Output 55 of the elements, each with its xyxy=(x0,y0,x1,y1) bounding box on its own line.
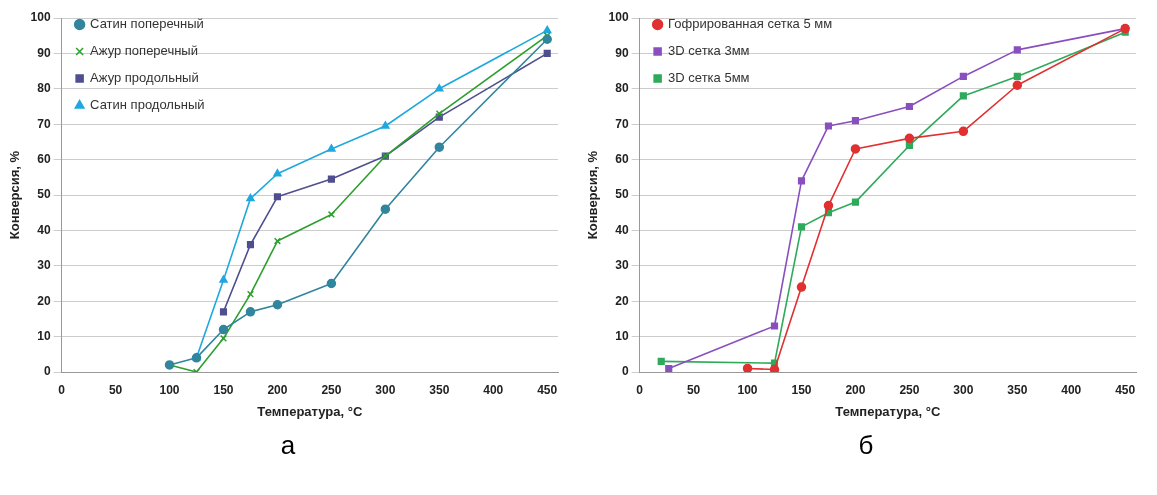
x-tick-label: 450 xyxy=(537,382,558,397)
x-tick-label: 150 xyxy=(213,382,234,397)
legend-label: 3D сетка 3мм xyxy=(668,43,750,59)
text: б xyxy=(857,430,875,461)
y-tick-label: 10 xyxy=(615,328,629,343)
x-tick-label: 250 xyxy=(321,382,342,397)
y-tick-label: 50 xyxy=(37,187,51,202)
y-tick-label: 90 xyxy=(37,45,51,60)
y-tick-label: 60 xyxy=(615,151,629,166)
y-tick-label: 100 xyxy=(608,10,629,25)
y-tick-label: 20 xyxy=(37,293,51,308)
x-axis-title: Температура, °C xyxy=(835,403,941,419)
x-tick-label: 0 xyxy=(58,382,66,397)
x-tick-label: 50 xyxy=(108,382,123,397)
x-tick-label: 450 xyxy=(1115,382,1136,397)
y-tick-label: 100 xyxy=(30,10,51,25)
y-axis-title: Конверсия, % xyxy=(585,150,601,240)
y-tick-label: 0 xyxy=(43,364,51,379)
y-tick-label: 40 xyxy=(37,222,51,237)
legend-label: Сатин продольный xyxy=(90,97,205,113)
x-tick-label: 0 xyxy=(636,382,644,397)
y-tick-label: 80 xyxy=(37,81,51,96)
legend-label: Сатин поперечный xyxy=(90,16,204,32)
legend-label: 3D сетка 5мм xyxy=(668,70,750,86)
y-tick-label: 50 xyxy=(615,187,629,202)
y-tick-label: 60 xyxy=(37,151,51,166)
x-tick-label: 400 xyxy=(1061,382,1082,397)
legend-label: Ажур продольный xyxy=(90,70,199,86)
x-tick-label: 400 xyxy=(483,382,504,397)
legend-label: Ажур поперечный xyxy=(90,43,198,59)
y-tick-label: 70 xyxy=(37,116,51,131)
x-tick-label: 100 xyxy=(159,382,180,397)
text: а xyxy=(279,430,297,461)
x-tick-label: 300 xyxy=(375,382,396,397)
legend-label: Гофрированная сетка 5 мм xyxy=(668,16,833,32)
y-tick-label: 40 xyxy=(615,222,629,237)
y-tick-label: 80 xyxy=(615,81,629,96)
y-axis-title: Конверсия, % xyxy=(7,150,23,240)
y-tick-label: 30 xyxy=(615,258,629,273)
x-tick-label: 50 xyxy=(686,382,701,397)
y-tick-label: 10 xyxy=(37,328,51,343)
y-tick-label: 30 xyxy=(37,258,51,273)
y-tick-label: 20 xyxy=(615,293,629,308)
x-axis-title: Температура, °C xyxy=(257,403,363,419)
x-tick-label: 250 xyxy=(899,382,920,397)
x-tick-label: 150 xyxy=(791,382,812,397)
y-tick-label: 0 xyxy=(621,364,629,379)
y-tick-label: 90 xyxy=(615,45,629,60)
x-tick-label: 350 xyxy=(1007,382,1028,397)
x-tick-label: 100 xyxy=(737,382,758,397)
x-tick-label: 350 xyxy=(429,382,450,397)
x-tick-label: 200 xyxy=(845,382,866,397)
y-tick-label: 70 xyxy=(615,116,629,131)
x-tick-label: 200 xyxy=(267,382,288,397)
x-tick-label: 300 xyxy=(953,382,974,397)
